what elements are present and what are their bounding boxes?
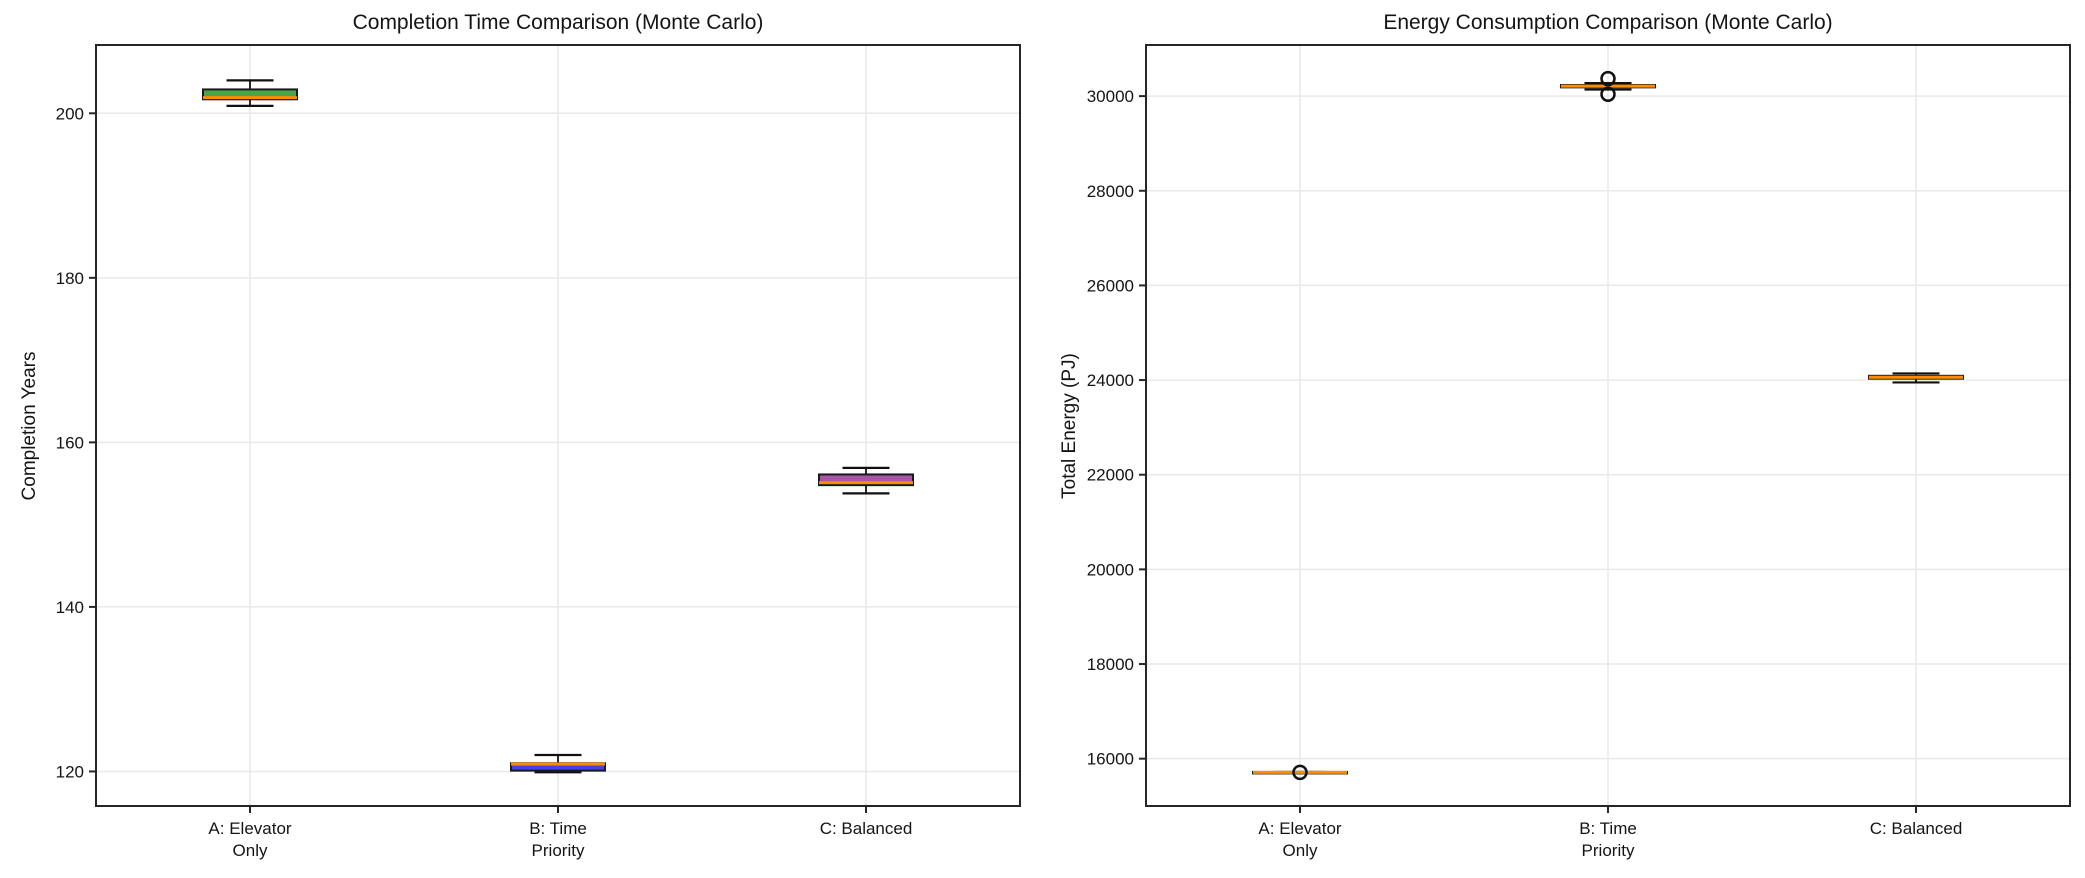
x-tick-label: A: Elevator [1258, 819, 1341, 838]
outlier-point [1600, 86, 1616, 102]
chart-title-energy-consumption: Energy Consumption Comparison (Monte Car… [1383, 11, 1833, 34]
box-rect [818, 473, 914, 487]
box-rect [202, 88, 298, 101]
chart-title-completion-time: Completion Time Comparison (Monte Carlo) [352, 11, 764, 34]
x-tick-label: C: Balanced [820, 819, 913, 838]
y-tick-label: 28000 [1087, 182, 1134, 201]
completion-time-figure: Completion Time Comparison (Monte Carlo)… [0, 0, 1042, 878]
energy-consumption-figure: Energy Consumption Comparison (Monte Car… [1042, 0, 2085, 878]
x-tick-label: C: Balanced [1870, 819, 1963, 838]
y-tick-label: 22000 [1087, 466, 1134, 485]
x-tick-label: Only [1283, 841, 1318, 860]
x-tick-label: Only [233, 841, 268, 860]
y-tick-label: 26000 [1087, 276, 1134, 295]
outlier-point [1292, 764, 1308, 781]
y-tick-label: 120 [56, 762, 84, 781]
y-tick-label: 24000 [1087, 371, 1134, 390]
x-tick-label: Priority [532, 841, 585, 860]
energy-consumption-plot-area: 16000 18000 20000 22000 24000 26000 28000 30000… [1087, 44, 2071, 860]
y-tick-label: 20000 [1087, 560, 1134, 579]
x-tick-label: Priority [1582, 841, 1635, 860]
outlier-point [1600, 70, 1616, 87]
y-tick-label: 30000 [1087, 87, 1134, 106]
y-tick-label: 160 [56, 433, 84, 452]
y-tick-label: 180 [56, 269, 84, 288]
completion-time-plot-area: 120 140 160 180 200 A: Elevator Only B: Time Pri… [56, 44, 1021, 860]
y-tick-label: 200 [56, 104, 84, 123]
y-tick-label: 18000 [1087, 655, 1134, 674]
x-tick-label: A: Elevator [208, 819, 291, 838]
y-tick-label: 140 [56, 598, 84, 617]
y-tick-label: 16000 [1087, 750, 1134, 769]
x-tick-label: B: Time [1579, 819, 1637, 838]
x-tick-label: B: Time [529, 819, 587, 838]
